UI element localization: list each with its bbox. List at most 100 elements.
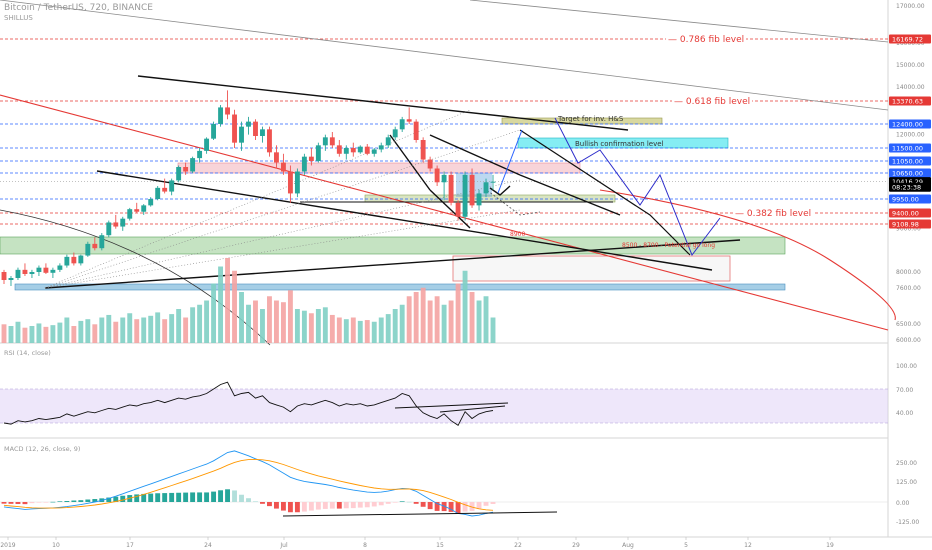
support-zone-blue bbox=[14, 283, 786, 291]
macd-hist-bar bbox=[22, 502, 28, 505]
price-tag-bg bbox=[889, 208, 931, 218]
volume-bar bbox=[301, 310, 307, 343]
volume-bar bbox=[71, 326, 77, 343]
macd-hist-bar bbox=[448, 502, 454, 512]
macd-hist-bar bbox=[50, 501, 56, 503]
volume-bar bbox=[211, 283, 217, 343]
price-tag: 9108.98 bbox=[892, 220, 919, 228]
rsi-trendline-1 bbox=[394, 402, 509, 409]
macd-trendline bbox=[282, 511, 558, 517]
candle-body bbox=[155, 187, 161, 199]
wedge-upper-extension bbox=[519, 174, 621, 216]
annotation-bullish: Bullish confirmation level bbox=[575, 140, 664, 148]
price-tag-bg bbox=[889, 34, 931, 44]
volume-bar bbox=[218, 266, 224, 343]
volume-bar bbox=[134, 319, 140, 343]
volume-bar bbox=[427, 300, 433, 343]
macd-hist-bar bbox=[476, 502, 482, 509]
volume-bar bbox=[413, 292, 419, 343]
price-axis-label: 6000.00 bbox=[896, 337, 921, 344]
candle-body bbox=[336, 145, 342, 154]
macd-hist-bar bbox=[225, 489, 230, 502]
price-tag: 16169.72 bbox=[892, 35, 923, 43]
candle-body bbox=[232, 114, 237, 143]
time-axis-label: Aug bbox=[622, 542, 634, 549]
price-tags-layer: 16169.72 13370.63 12400.00 11500.00 11050.00… bbox=[889, 34, 931, 229]
price-tag-bg bbox=[889, 219, 931, 229]
macd-hist-bar bbox=[113, 496, 119, 502]
rsi-axis-label: 40.00 bbox=[896, 410, 913, 417]
time-axis-label: 5 bbox=[684, 542, 688, 549]
candle-body bbox=[1, 272, 7, 280]
time-axis[interactable]: 2019 10 17 24 Jul 8 15 22 29 Aug 5 12 19 bbox=[0, 537, 834, 549]
candle-body bbox=[273, 152, 279, 163]
candle-body bbox=[36, 267, 42, 272]
macd-hist-bar bbox=[183, 492, 189, 502]
long-entry-zone bbox=[452, 255, 731, 282]
candle-body bbox=[127, 209, 133, 219]
candle-body bbox=[413, 121, 419, 140]
macd-hist-bar bbox=[483, 502, 489, 506]
fan-line-4 bbox=[44, 209, 521, 289]
candle-body bbox=[120, 218, 126, 227]
candle-body bbox=[420, 140, 426, 160]
volume-bar bbox=[176, 309, 182, 343]
macd-hist-bar bbox=[350, 502, 356, 509]
macd-hist-bar bbox=[232, 490, 237, 502]
candle-body bbox=[294, 171, 300, 194]
rsi-label: RSI (14, close) bbox=[4, 349, 51, 357]
dotted-projection bbox=[483, 187, 541, 216]
candle-body bbox=[343, 148, 349, 154]
volume-bar bbox=[50, 325, 56, 343]
volume-bar bbox=[8, 326, 14, 343]
candle-body bbox=[280, 162, 286, 172]
fib-label-bg bbox=[666, 33, 746, 43]
candle-body bbox=[322, 137, 328, 146]
price-axis-label: 15000.00 bbox=[896, 62, 925, 69]
price-tag-bg bbox=[889, 182, 931, 192]
candle-body bbox=[434, 168, 440, 183]
red-curve bbox=[599, 189, 896, 321]
macd-hist-bar bbox=[155, 493, 161, 502]
macd-hist-bar bbox=[392, 502, 398, 503]
rsi-axis-label: 100.00 bbox=[896, 363, 917, 370]
volume-bar bbox=[315, 309, 321, 343]
candle-body bbox=[462, 174, 468, 217]
wedge-left-leg bbox=[389, 134, 431, 191]
red-descending-trendline bbox=[0, 94, 889, 331]
macd-hist-bar bbox=[211, 491, 217, 502]
candle-body bbox=[329, 137, 335, 146]
price-tag: 9950.00 bbox=[892, 195, 919, 203]
volume-bar bbox=[406, 296, 412, 343]
volume-bar bbox=[232, 270, 237, 343]
time-axis-label: 15 bbox=[436, 542, 444, 549]
candle-body bbox=[176, 167, 182, 181]
volume-bar bbox=[22, 327, 28, 343]
volume-bar bbox=[253, 300, 258, 343]
price-tag-bg bbox=[889, 156, 931, 166]
macd-line bbox=[3, 450, 494, 517]
candle-body bbox=[260, 129, 265, 136]
macd-hist-bar bbox=[78, 500, 84, 502]
macd-label: MACD (12, 26, close, 9) bbox=[4, 445, 80, 453]
volume-bar bbox=[92, 324, 98, 343]
macd-hist-bar bbox=[36, 502, 42, 503]
fib-label: — 0.618 fib level bbox=[674, 97, 750, 107]
macd-hist-bar bbox=[92, 499, 98, 502]
candle-body bbox=[106, 222, 112, 236]
macd-hist-bar bbox=[385, 502, 391, 504]
macd-hist-bar bbox=[8, 502, 14, 504]
symbol-title: Bitcoin / TetherUS, 720, BINANCE bbox=[4, 3, 153, 13]
macd-hist-bar bbox=[239, 494, 244, 502]
macd-hist-bar bbox=[64, 501, 70, 502]
volume-bar bbox=[385, 314, 391, 343]
candle-body bbox=[267, 129, 272, 153]
macd-hist-bar bbox=[301, 502, 307, 512]
macd-hist-bar bbox=[357, 502, 363, 508]
rsi-line bbox=[3, 381, 494, 426]
fib-label: — 0.382 fib level bbox=[735, 209, 811, 219]
candle-body bbox=[308, 156, 314, 161]
macd-hist-bar bbox=[190, 492, 196, 502]
volume-bar bbox=[120, 317, 126, 343]
